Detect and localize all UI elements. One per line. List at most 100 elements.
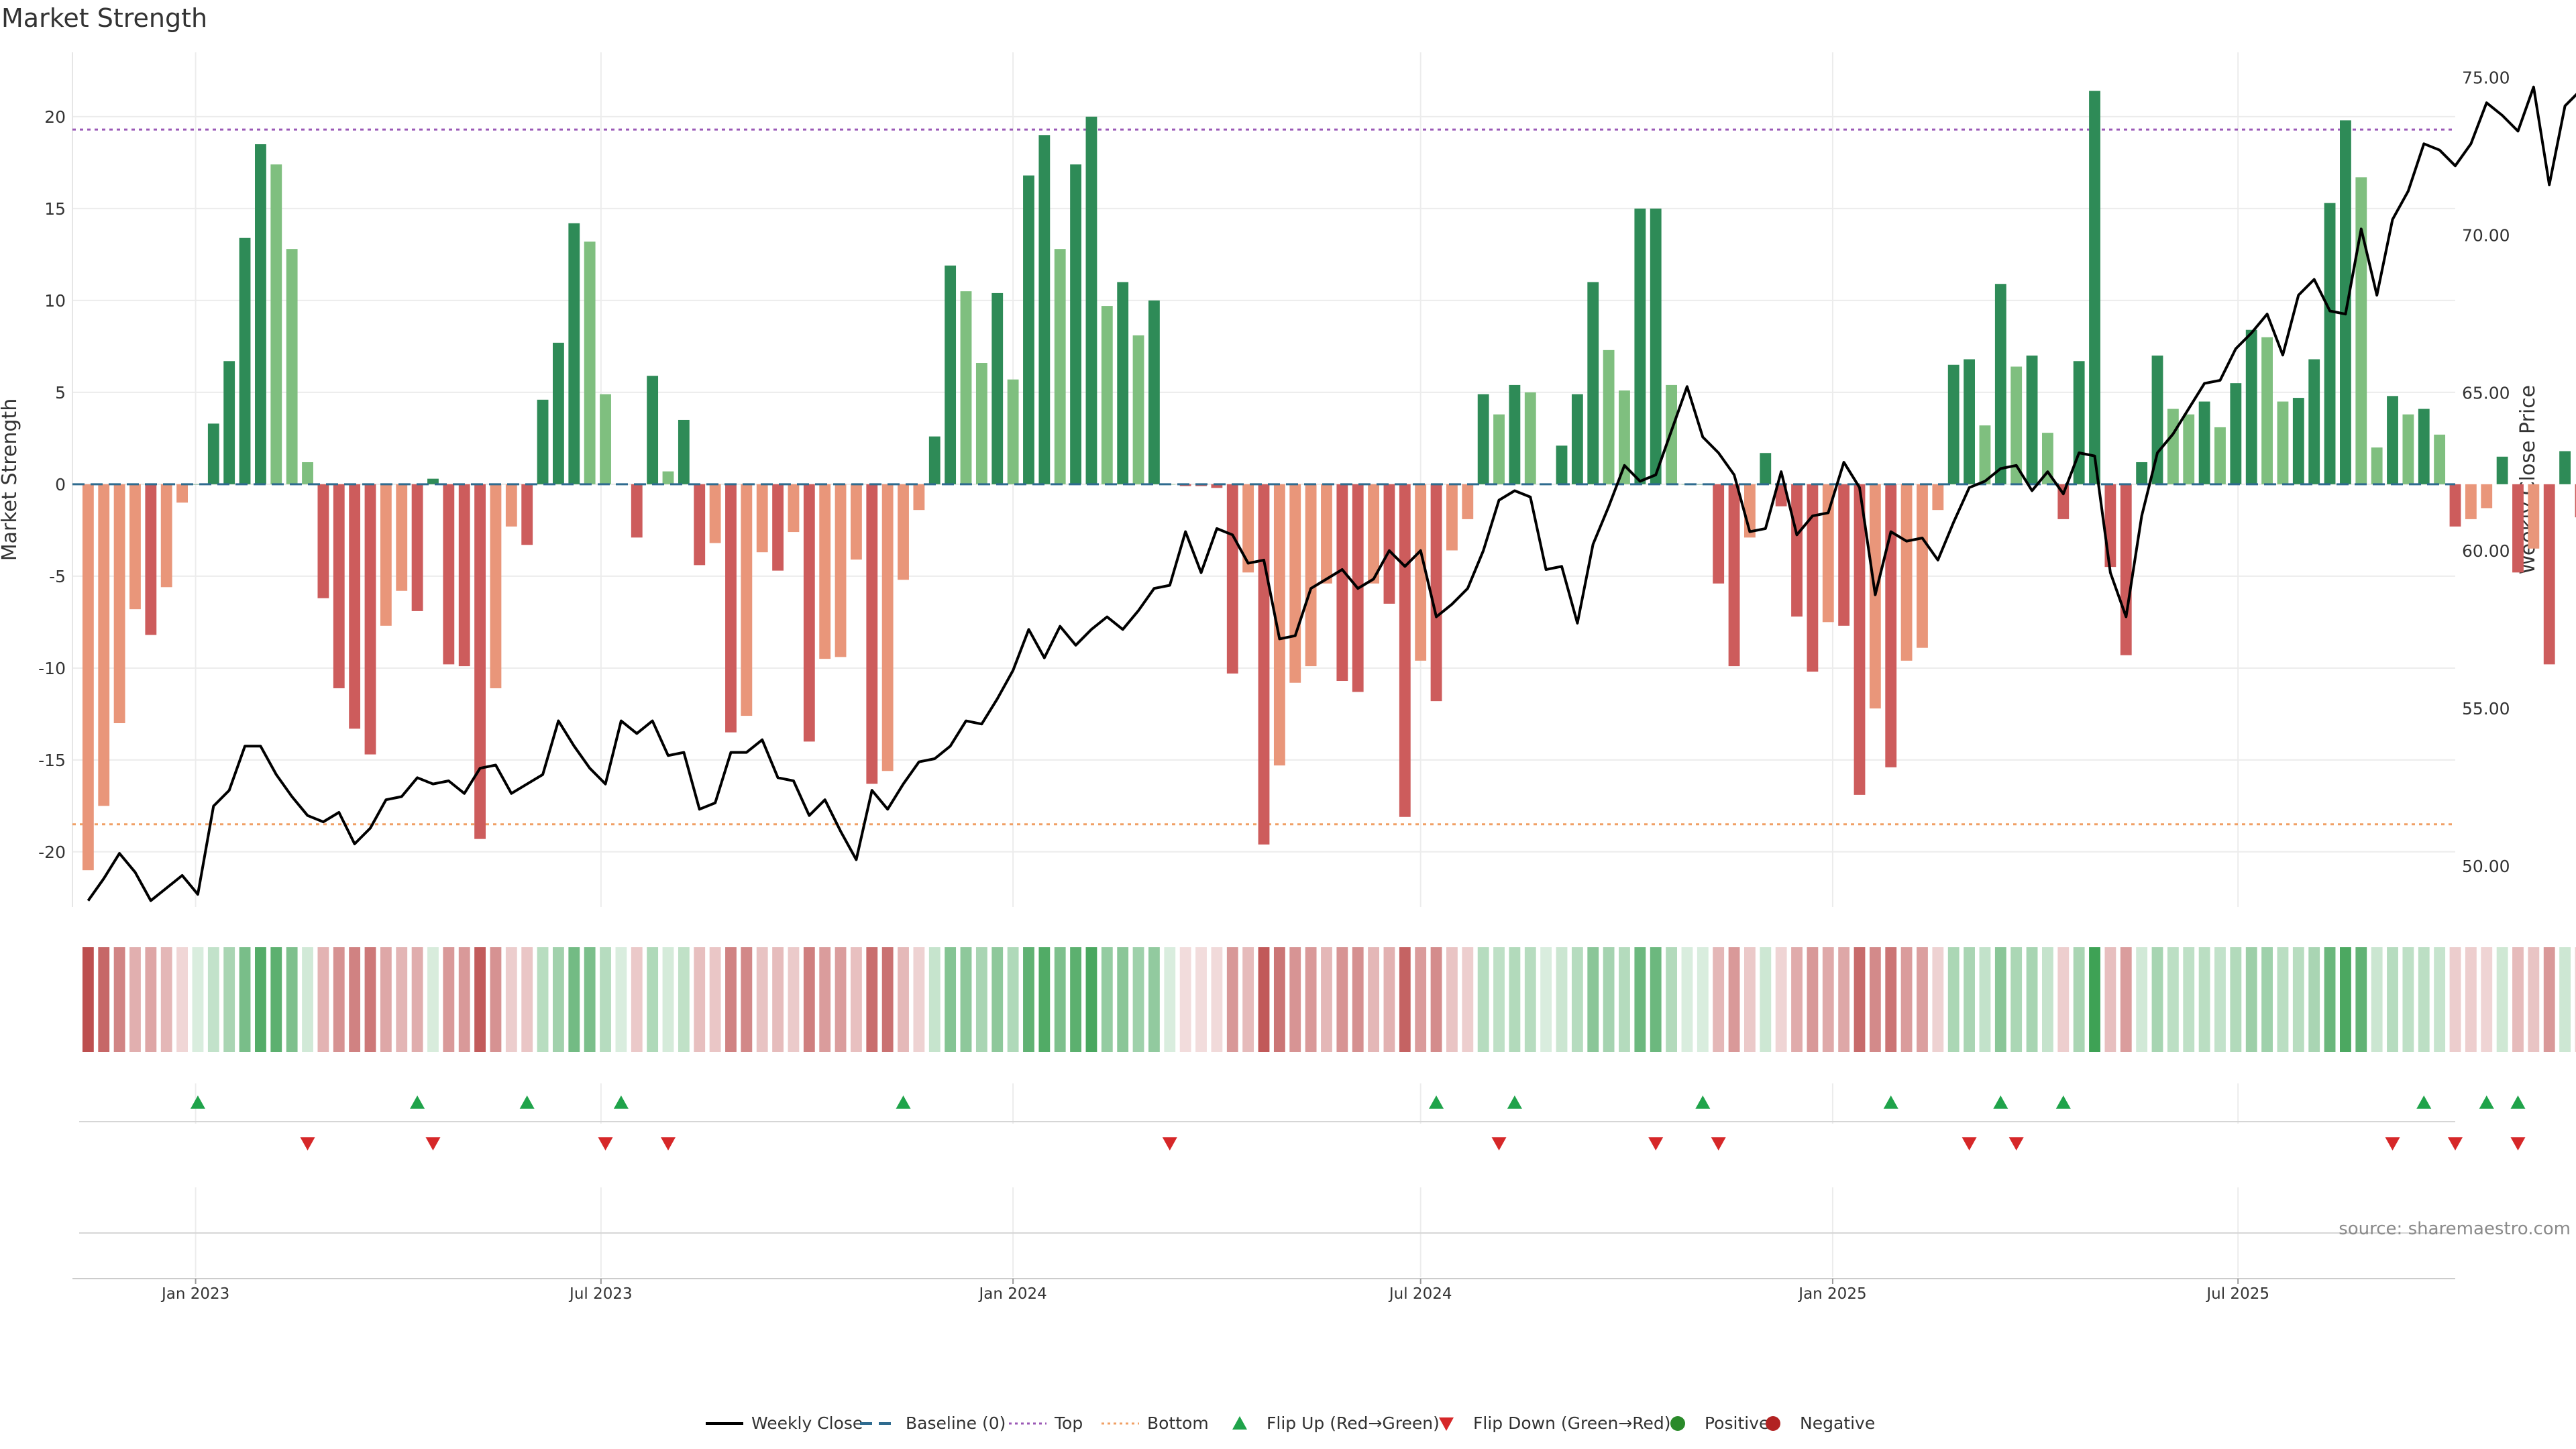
heat-cell <box>364 947 376 1052</box>
source-label: source: sharemaestro.com <box>2339 1219 2571 1239</box>
heat-cell <box>881 947 894 1052</box>
heat-cell <box>1038 947 1051 1052</box>
heat-cell <box>1947 947 1960 1052</box>
heat-cell <box>803 947 815 1052</box>
strength-bar <box>960 291 972 484</box>
strength-bar <box>2167 409 2179 484</box>
flip-down-marker <box>1162 1137 1177 1150</box>
strength-bar <box>1054 249 1066 484</box>
strength-bar <box>2292 398 2304 484</box>
strength-bar <box>1838 484 1850 626</box>
strength-bar <box>678 419 690 484</box>
heat-cell <box>1148 947 1160 1052</box>
strength-bar <box>1900 484 1913 661</box>
right-tick-label: 50.00 <box>2462 857 2510 876</box>
strength-bar <box>2543 484 2555 665</box>
heat-cell <box>286 947 298 1052</box>
heat-cell <box>160 947 172 1052</box>
strength-bar <box>1289 484 1301 683</box>
heat-cell <box>756 947 768 1052</box>
strength-bar <box>223 361 235 484</box>
heat-cell <box>1681 947 1693 1052</box>
strength-bar <box>756 484 768 553</box>
heat-cell <box>2465 947 2477 1052</box>
strength-bar <box>2434 434 2446 484</box>
strength-bar <box>1650 208 1662 484</box>
strength-bar <box>1415 484 1427 661</box>
heat-cell <box>1744 947 1756 1052</box>
strength-bar <box>2528 484 2540 549</box>
heat-cell <box>1101 947 1113 1052</box>
strength-bar <box>991 292 1004 484</box>
heat-cell <box>1666 947 1677 1052</box>
strength-bar <box>505 484 517 527</box>
heat-cell <box>2230 947 2242 1052</box>
strength-bar <box>302 462 313 484</box>
legend: Weekly Close Baseline (0) Top Bottom Flip Up… <box>706 1413 1875 1433</box>
strength-bar <box>1524 392 1536 484</box>
heat-cell <box>1964 947 1975 1052</box>
heat-cell <box>145 947 157 1052</box>
strength-bar <box>2136 462 2148 484</box>
heat-cell <box>223 947 235 1052</box>
heat-cell <box>2057 947 2070 1052</box>
strength-bar <box>928 436 941 484</box>
legend-item: Flip Up (Red→Green) <box>1232 1413 1440 1433</box>
heat-cell <box>2324 947 2336 1052</box>
right-tick-label: 60.00 <box>2462 541 2510 561</box>
strength-bar <box>192 484 204 485</box>
heat-cell <box>2136 947 2148 1052</box>
strength-bar <box>898 484 909 580</box>
strength-bar <box>1383 484 1395 604</box>
legend-item: Flip Down (Green→Red) <box>1439 1413 1671 1433</box>
strength-bar <box>1462 484 1474 519</box>
heat-cell <box>192 947 204 1052</box>
strength-bar <box>741 484 753 716</box>
strength-bar <box>1791 484 1803 617</box>
heat-cell <box>725 947 737 1052</box>
strength-bar <box>1775 484 1787 506</box>
heat-cell <box>1446 947 1458 1052</box>
heat-cell <box>1462 947 1474 1052</box>
strength-bar <box>129 484 141 610</box>
strength-bar <box>2010 366 2023 484</box>
strength-bar <box>788 484 800 533</box>
strength-bar <box>2057 484 2070 519</box>
strength-bar <box>1634 208 1646 484</box>
legend-swatch-circle <box>1766 1416 1780 1431</box>
strength-bar <box>427 478 439 484</box>
heat-cell <box>1305 947 1317 1052</box>
heat-cell <box>2277 947 2289 1052</box>
strength-bar <box>1321 484 1332 584</box>
flip-down-marker <box>598 1137 613 1150</box>
strength-bar <box>851 484 862 560</box>
strength-bar <box>2340 120 2351 484</box>
strength-bar <box>1964 359 1975 484</box>
heat-cell <box>1164 947 1176 1052</box>
strength-bar <box>1477 394 1489 484</box>
heat-cell <box>396 947 408 1052</box>
heat-cell <box>991 947 1004 1052</box>
strength-bar <box>160 484 172 588</box>
strength-bar <box>2214 427 2226 484</box>
strength-bar <box>662 471 674 484</box>
strength-bar <box>1023 175 1034 484</box>
legend-label: Flip Down (Green→Red) <box>1473 1413 1671 1433</box>
heat-cell <box>1619 947 1630 1052</box>
legend-swatch-triangle-up <box>1232 1416 1247 1430</box>
date-tick-label: Jul 2024 <box>1388 1285 1452 1303</box>
left-axis: -20 -15 -10 -5 0 5 10 15 20 Market Strength <box>0 107 66 862</box>
heat-cell <box>2120 947 2132 1052</box>
flip-up-marker <box>519 1095 535 1109</box>
strength-bar <box>474 484 486 839</box>
right-tick-label: 55.00 <box>2462 699 2510 718</box>
heat-cell <box>960 947 972 1052</box>
flip-up-marker <box>1993 1095 2008 1109</box>
heat-cell <box>913 947 925 1052</box>
strength-bar <box>866 484 878 784</box>
strength-bar <box>1619 390 1630 484</box>
heat-cell <box>1697 947 1709 1052</box>
heat-cell <box>317 947 329 1052</box>
strength-bar <box>411 484 423 611</box>
